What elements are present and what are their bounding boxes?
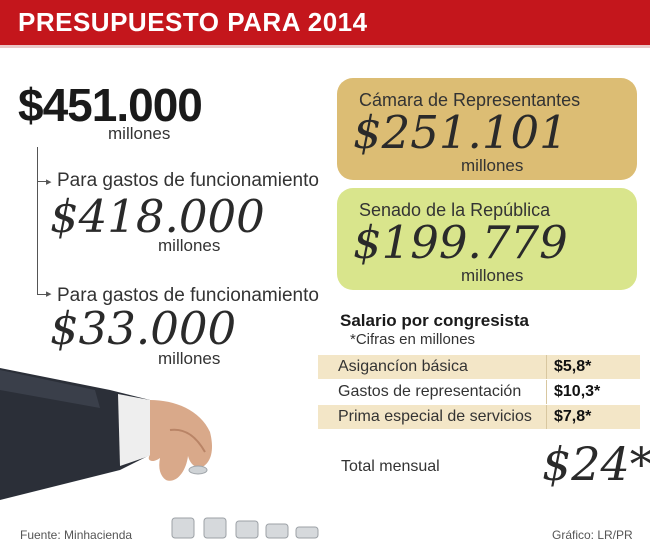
connector-line [37,294,49,295]
table-row: Gastos de representación $10,3* [318,380,640,404]
monthly-total-label: Total mensual [341,458,440,475]
coin-stacks-icon [171,517,319,539]
connector-line [37,182,49,294]
row-label: Prima especial de servicios [338,408,532,425]
graphic-credit: Gráfico: LR/PR [552,528,633,542]
item-amount-1: $418.000 [50,190,265,243]
arrow-right-icon: ▸ [46,176,52,188]
header-banner: PRESUPUESTO PARA 2014 [0,0,650,45]
camara-amount: $251.101 [353,106,568,159]
row-divider [546,355,547,379]
total-budget-unit: millones [108,124,171,143]
salary-title: Salario por congresista [340,311,529,330]
monthly-total-value: $24* [542,437,650,491]
header-divider [0,45,650,48]
table-row: Asigancíon básica $5,8* [318,355,640,379]
row-value: $10,3* [554,383,601,400]
item-label-2: Para gastos de funcionamiento [57,285,319,306]
row-divider [546,380,547,404]
total-budget-amount: $451.000 [18,79,203,131]
arrow-right-icon: ▸ [46,288,52,300]
row-value: $5,8* [554,358,592,375]
senado-unit: millones [461,266,524,285]
row-label: Gastos de representación [338,383,522,400]
source-credit: Fuente: Minhacienda [20,528,133,542]
page-title: PRESUPUESTO PARA 2014 [18,7,368,37]
row-value: $7,8* [554,408,592,425]
row-divider [546,405,547,429]
connector-line [37,147,49,182]
table-row: Prima especial de servicios $7,8* [318,405,640,429]
camara-unit: millones [461,156,524,175]
item-unit-1: millones [158,236,221,255]
camara-box: Cámara de Representantes $251.101 millon… [337,78,637,180]
senado-box: Senado de la República $199.779 millones [337,188,637,290]
salary-note: *Cifras en millones [350,331,476,348]
senado-amount: $199.779 [353,216,568,269]
camara-label: Cámara de Representantes [359,90,581,110]
hand-with-coins-icon [0,368,212,500]
senado-label: Senado de la República [359,200,551,220]
row-label: Asigancíon básica [338,358,468,375]
item-unit-2: millones [158,349,221,368]
item-label-1: Para gastos de funcionamiento [57,170,319,191]
item-amount-2: $33.000 [50,302,237,355]
